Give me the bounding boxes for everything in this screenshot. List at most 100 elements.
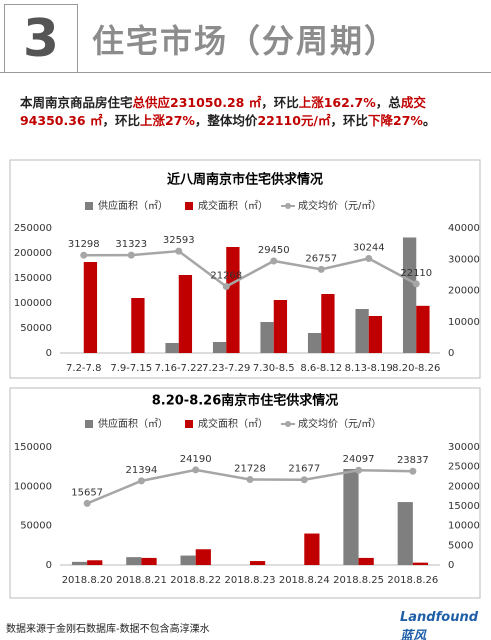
bar xyxy=(226,247,240,353)
x-tick-label: 2018.8.22 xyxy=(170,575,221,586)
price-point xyxy=(412,280,420,288)
bar xyxy=(126,557,142,565)
bar xyxy=(416,305,430,353)
price-point xyxy=(222,283,230,291)
bar xyxy=(260,322,274,353)
logo: Landfound蓝风 xyxy=(400,610,479,640)
legend-dot xyxy=(285,203,291,209)
summary-run: ，环比 xyxy=(330,113,369,128)
price-point xyxy=(355,466,363,474)
legend-dot xyxy=(285,421,291,427)
price-line xyxy=(83,249,417,289)
y-tick-label: 200000 xyxy=(14,248,52,259)
legend-label: 成交均价（元/㎡） xyxy=(298,417,381,430)
data-label: 24097 xyxy=(343,454,375,465)
x-tick-label: 2018.8.25 xyxy=(333,575,384,586)
price-point xyxy=(175,247,183,255)
summary-run: 本周南京商品房住宅 xyxy=(20,95,133,110)
y2-tick-label: 30000 xyxy=(448,254,480,265)
x-tick-label: 7.23-7.29 xyxy=(202,363,250,374)
summary-run: 总供应231050.28 ㎡ xyxy=(132,95,262,110)
bar xyxy=(304,533,320,565)
y2-tick-label: 20000 xyxy=(448,481,480,492)
chart-title: 8.20-8.26南京市住宅供求情况 xyxy=(152,393,339,409)
bar xyxy=(412,562,429,565)
summary-run: ，总 xyxy=(375,95,401,110)
price-point xyxy=(137,477,145,485)
data-label: 21728 xyxy=(234,464,266,475)
data-label: 26757 xyxy=(305,253,337,264)
x-tick-label: 7.30-8.5 xyxy=(253,363,295,374)
x-tick-label: 7.16-7.22 xyxy=(155,363,203,374)
bar xyxy=(195,549,211,565)
y-tick-label: 100000 xyxy=(14,298,52,309)
price-point xyxy=(192,466,200,474)
y-tick-label: 0 xyxy=(46,560,52,571)
price-point xyxy=(300,476,308,484)
data-label: 24190 xyxy=(180,454,212,465)
x-tick-label: 2018.8.24 xyxy=(279,575,330,586)
y-tick-label: 250000 xyxy=(14,223,52,234)
data-label: 32593 xyxy=(163,235,195,246)
bar xyxy=(87,560,103,565)
y-tick-label: 50000 xyxy=(20,323,52,334)
bar xyxy=(212,342,227,353)
price-point xyxy=(83,499,91,507)
data-label: 30244 xyxy=(353,242,385,253)
price-point xyxy=(80,251,88,259)
y2-tick-label: 10000 xyxy=(448,317,480,328)
x-tick-label: 7.9-7.15 xyxy=(110,363,152,374)
summary-run: ，环比 xyxy=(261,95,299,110)
price-point xyxy=(270,257,278,265)
y2-tick-label: 5000 xyxy=(448,540,473,551)
bar xyxy=(141,557,157,565)
summary-run: 上涨27% xyxy=(140,113,195,128)
data-label: 31298 xyxy=(68,239,100,250)
x-tick-label: 2018.8.23 xyxy=(225,575,276,586)
x-tick-label: 2018.8.21 xyxy=(116,575,167,586)
header-rule xyxy=(0,72,491,73)
price-point xyxy=(246,476,254,484)
bar xyxy=(343,469,359,565)
data-label: 22110 xyxy=(400,268,432,279)
bar xyxy=(180,555,196,565)
bar xyxy=(368,316,383,353)
bar xyxy=(307,333,322,353)
bar xyxy=(178,275,193,353)
y-tick-label: 100000 xyxy=(14,481,52,492)
legend-swatch xyxy=(85,420,93,428)
x-tick-label: 8.13-8.19 xyxy=(345,363,393,374)
bar xyxy=(397,502,413,565)
summary-run: 成交94350.36 ㎡ xyxy=(20,95,426,128)
section-title: 住宅市场（分周期） xyxy=(92,22,399,60)
legend-label: 供应面积（㎡） xyxy=(98,199,168,212)
price-point xyxy=(409,467,417,475)
y2-tick-label: 0 xyxy=(448,348,454,359)
x-tick-label: 2018.8.20 xyxy=(62,575,113,586)
bar xyxy=(321,294,335,353)
x-tick-label: 8.20-8.26 xyxy=(392,363,440,374)
section-number: 3 xyxy=(4,4,78,73)
legend-label: 成交面积（㎡） xyxy=(198,199,268,212)
data-label: 23837 xyxy=(397,455,429,466)
y2-tick-label: 25000 xyxy=(448,462,480,473)
bar xyxy=(273,300,288,353)
summary-run: ，环比 xyxy=(102,113,140,128)
legend-label: 供应面积（㎡） xyxy=(98,417,168,430)
data-label: 31323 xyxy=(115,239,147,250)
summary-run: 。 xyxy=(422,113,436,128)
summary-run: 下降27% xyxy=(368,113,423,128)
data-label: 21268 xyxy=(210,271,242,282)
legend-swatch xyxy=(185,202,193,210)
x-tick-label: 8.6-8.12 xyxy=(300,363,342,374)
bar xyxy=(355,309,369,353)
bar xyxy=(358,557,374,565)
bar xyxy=(83,262,98,353)
legend-swatch xyxy=(85,202,93,210)
data-label: 15657 xyxy=(71,487,103,498)
bar xyxy=(131,298,145,353)
y-tick-label: 50000 xyxy=(20,521,52,532)
bar xyxy=(250,561,266,565)
